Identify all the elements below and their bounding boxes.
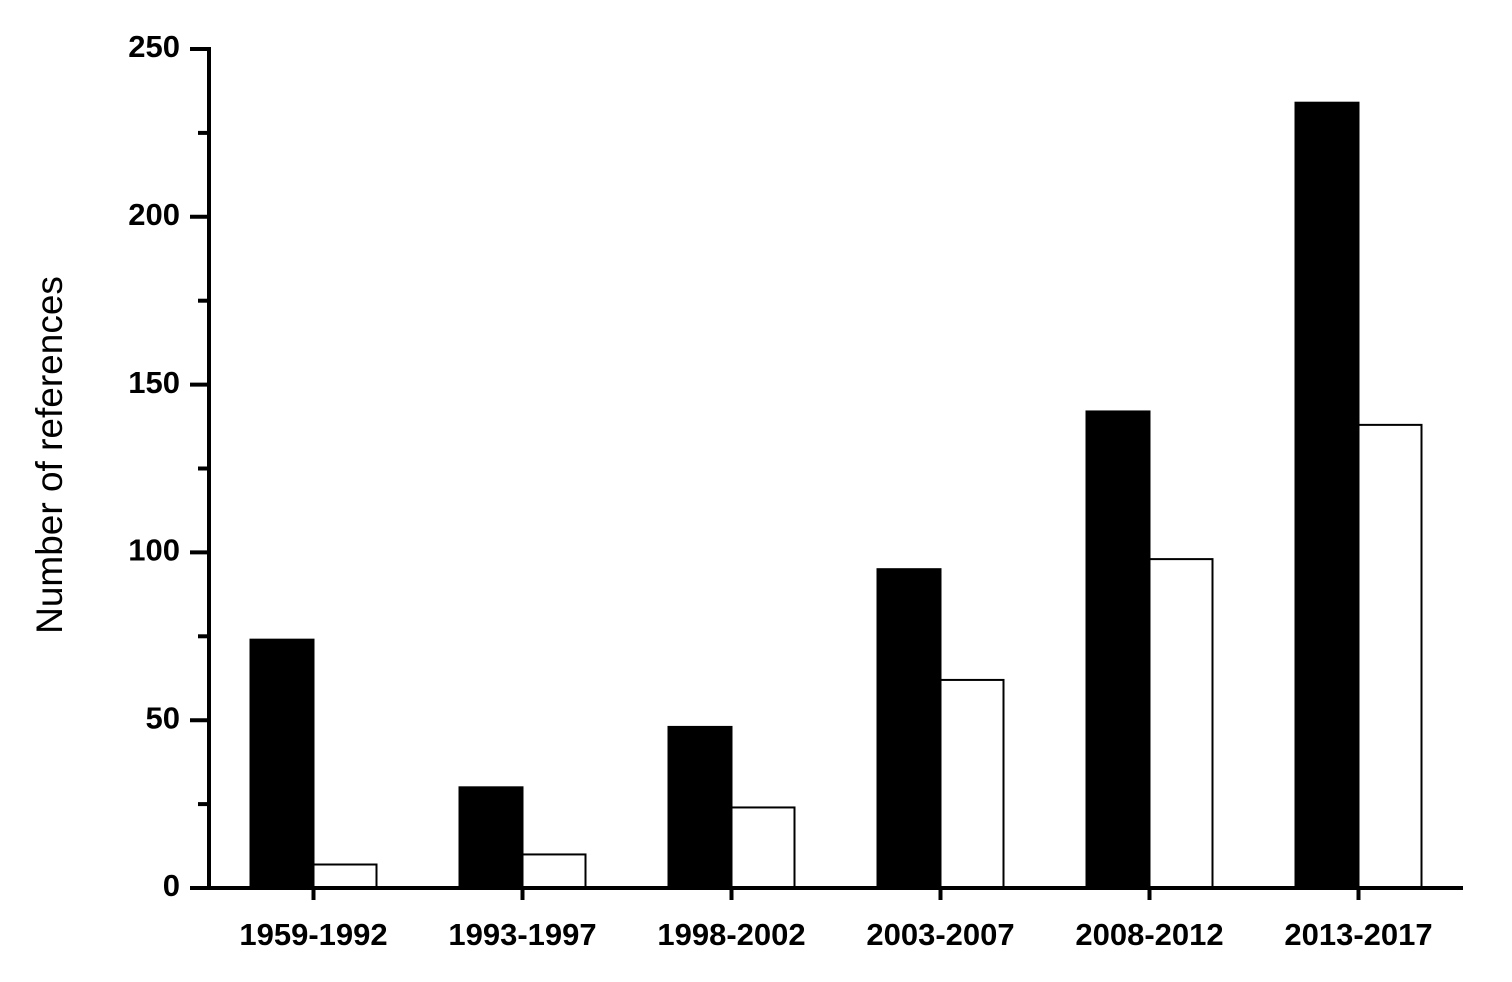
bar: [1148, 558, 1214, 889]
bar: [521, 853, 587, 890]
x-tick-label: 2008-2012: [1075, 917, 1223, 952]
y-tick-label: 200: [128, 197, 180, 232]
y-axis-title: Number of references: [29, 276, 70, 634]
y-tick-label: 100: [128, 533, 180, 568]
y-tick-label: 0: [163, 868, 180, 903]
bar: [1085, 410, 1151, 889]
bar: [458, 786, 524, 890]
bar: [1294, 101, 1360, 890]
y-tick-label: 150: [128, 365, 180, 400]
bar: [939, 678, 1005, 889]
x-tick-label: 1993-1997: [448, 917, 596, 952]
y-tick-label: 250: [128, 29, 180, 64]
x-tick-label: 1959-1992: [239, 917, 387, 952]
bar: [249, 638, 315, 889]
x-tick-label: 2013-2017: [1284, 917, 1432, 952]
bar: [730, 806, 796, 889]
y-tick-label: 50: [146, 700, 180, 735]
x-tick-label: 1998-2002: [657, 917, 805, 952]
bar: [876, 568, 942, 889]
bar: [1357, 423, 1423, 889]
bar: [312, 863, 378, 889]
x-tick-label: 2003-2007: [866, 917, 1014, 952]
bar: [667, 725, 733, 889]
